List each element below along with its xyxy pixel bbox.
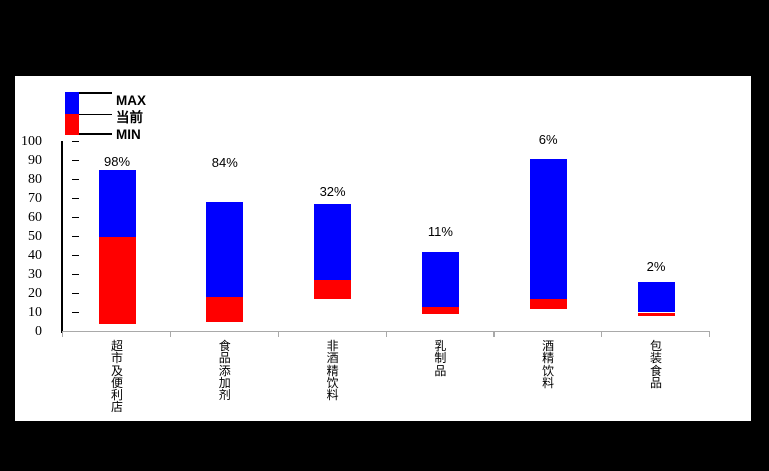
y-axis-label: 10 xyxy=(28,304,42,320)
legend-min-label: MIN xyxy=(116,126,141,142)
category-label: 乳 制 品 xyxy=(434,339,447,378)
y-axis-tick xyxy=(72,216,79,219)
bar-current-segment xyxy=(98,236,136,324)
y-axis-label: 20 xyxy=(28,285,42,301)
y-axis-label: 70 xyxy=(28,190,42,206)
bar-label: 11% xyxy=(427,224,453,239)
y-axis-tick xyxy=(72,178,79,181)
category-label: 超 市 及 便 利 店 xyxy=(110,339,123,415)
y-axis-tick xyxy=(72,292,79,295)
bar-max-segment xyxy=(314,204,352,281)
y-axis-tick xyxy=(72,273,79,276)
y-axis-tick xyxy=(72,140,79,143)
category-label: 非 酒 精 饮 料 xyxy=(326,339,339,403)
category-label: 食 品 添 加 剂 xyxy=(218,339,231,403)
category-label: 包 装 食 品 xyxy=(649,339,662,390)
bar-current-segment xyxy=(637,312,675,317)
bar-max-segment xyxy=(98,170,136,237)
y-axis-tick xyxy=(72,235,79,238)
bar-current-segment xyxy=(206,297,244,322)
x-axis-tick xyxy=(601,331,603,337)
x-axis-tick xyxy=(709,331,711,337)
category-label: 酒 精 饮 料 xyxy=(542,339,555,390)
y-axis-tick xyxy=(72,159,79,162)
y-axis-tick xyxy=(72,254,79,257)
y-axis-label: 80 xyxy=(28,171,42,187)
bar-label: 32% xyxy=(319,184,346,199)
x-axis-tick xyxy=(62,331,64,337)
y-axis-label: 0 xyxy=(35,323,42,339)
bar-label: 98% xyxy=(103,154,131,169)
bar-current-segment xyxy=(314,280,352,300)
bar-max-segment xyxy=(529,158,567,300)
bar-max-segment xyxy=(206,202,244,298)
bar-label: 2% xyxy=(646,259,666,274)
y-axis-tick xyxy=(72,197,79,200)
y-axis-label: 60 xyxy=(28,209,42,225)
y-axis-label: 100 xyxy=(21,133,42,149)
y-axis-label: 40 xyxy=(28,247,42,263)
x-axis-tick xyxy=(493,331,495,337)
x-axis-tick xyxy=(385,331,387,337)
legend-current-label: 当前 xyxy=(116,109,143,125)
legend-max-label: MAX xyxy=(116,93,146,108)
legend-max-leader-line xyxy=(79,92,112,94)
bar-max-segment xyxy=(421,251,459,307)
legend-current-leader-line xyxy=(79,113,112,116)
legend-max-swatch xyxy=(65,92,79,114)
legend-min-leader-line xyxy=(79,133,112,135)
bar-label: 84% xyxy=(211,155,238,170)
x-axis-tick xyxy=(170,331,172,337)
bar-current-segment xyxy=(529,299,567,309)
x-axis-tick xyxy=(277,331,280,337)
bar-current-segment xyxy=(421,306,459,315)
y-axis-tick xyxy=(72,311,79,314)
bar-label: 6% xyxy=(538,132,558,147)
y-axis-label: 50 xyxy=(28,228,42,244)
legend-current-swatch xyxy=(65,114,79,135)
y-axis-label: 90 xyxy=(28,152,42,168)
y-axis-label: 30 xyxy=(28,266,42,282)
chart-panel xyxy=(15,76,751,421)
y-axis-line xyxy=(61,140,63,333)
bar-max-segment xyxy=(637,282,675,313)
